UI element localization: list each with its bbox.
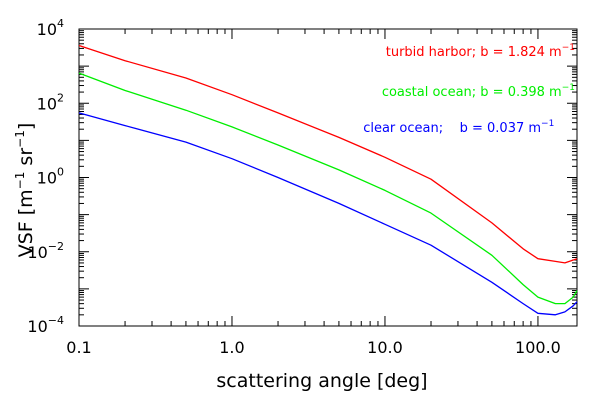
legend-entry-clear-ocean: clear ocean; b = 0.037 m−1 xyxy=(334,115,575,136)
y-axis-title-main: VSF [m xyxy=(15,189,37,257)
y-axis-title-sup1: −1 xyxy=(13,172,27,190)
series-line-coastal-ocean xyxy=(78,72,578,305)
series-layer xyxy=(78,44,578,316)
x-axis-title: scattering angle [deg] xyxy=(216,370,427,392)
x-tick-label: 10.0 xyxy=(367,338,403,357)
plot-border xyxy=(78,28,578,327)
legend-entry-turbid-harbor: turbid harbor; b = 1.824 m−1 xyxy=(386,43,575,60)
legend-entry-coastal-ocean: coastal ocean; b = 0.398 m−1 xyxy=(382,83,575,100)
y-axis-title-end: ] xyxy=(15,123,37,130)
y-tick-label: 102 xyxy=(37,91,64,113)
y-tick-label: 10−2 xyxy=(27,240,64,262)
series-line-clear-ocean xyxy=(78,112,578,316)
y-tick-label: 104 xyxy=(37,17,64,39)
legend: turbid harbor; b = 1.824 m−1 coastal oce… xyxy=(334,43,575,136)
y-tick-label: 10−4 xyxy=(27,314,64,336)
plot-frame xyxy=(78,28,578,327)
y-axis-ticks: 104 102 100 10−2 10−4 xyxy=(27,17,577,336)
x-axis-ticks: 0.1 1.0 10.0 100.0 xyxy=(66,29,561,357)
x-tick-label: 100.0 xyxy=(515,338,561,357)
y-axis-title-sup2: −1 xyxy=(13,130,27,148)
y-axis-title: VSF [m−1 sr−1] xyxy=(13,123,37,258)
x-tick-label: 1.0 xyxy=(219,338,244,357)
y-axis-title-mid: sr xyxy=(15,148,37,172)
x-tick-label: 0.1 xyxy=(66,338,91,357)
y-tick-label: 100 xyxy=(37,166,64,188)
series-line-turbid-harbor xyxy=(78,44,578,264)
